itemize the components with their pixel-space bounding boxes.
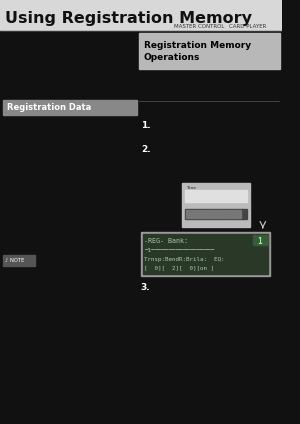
Text: [  0][  2][  0][on ]: [ 0][ 2][ 0][on ] [144,265,214,271]
Text: CARD PLAYER: CARD PLAYER [229,25,266,30]
Text: -REG- Bank:: -REG- Bank: [144,238,188,244]
Bar [3,100,137,115]
Text: Operations: Operations [144,53,200,62]
Bar [186,210,194,218]
Text: 1: 1 [257,237,262,245]
Text: ─1──────────────────: ─1────────────────── [144,248,214,253]
Bar [182,183,250,227]
Bar [0,0,282,30]
Text: 2.: 2. [141,145,150,154]
Bar [254,235,268,245]
Bar [214,210,223,218]
Bar [224,210,232,218]
Bar [3,255,35,266]
Text: Registration Memory: Registration Memory [144,41,251,50]
Text: Trnsp:BendR:Brila:  EQ:: Trnsp:BendR:Brila: EQ: [144,257,224,262]
Text: ♪ NOTE: ♪ NOTE [5,259,24,263]
Bar [185,209,247,219]
Bar [141,232,270,276]
Text: Tone: Tone [186,186,196,190]
Bar [139,33,280,69]
Text: Registration Data: Registration Data [7,103,91,112]
Bar [185,190,247,202]
Bar [205,210,213,218]
Bar [233,210,241,218]
Text: 1.: 1. [141,120,150,129]
Bar [195,210,204,218]
Text: 3.: 3. [141,284,150,293]
Text: MASTER CONTROL: MASTER CONTROL [174,25,224,30]
Text: Using Registration Memory: Using Registration Memory [5,11,252,26]
Bar [143,234,268,274]
